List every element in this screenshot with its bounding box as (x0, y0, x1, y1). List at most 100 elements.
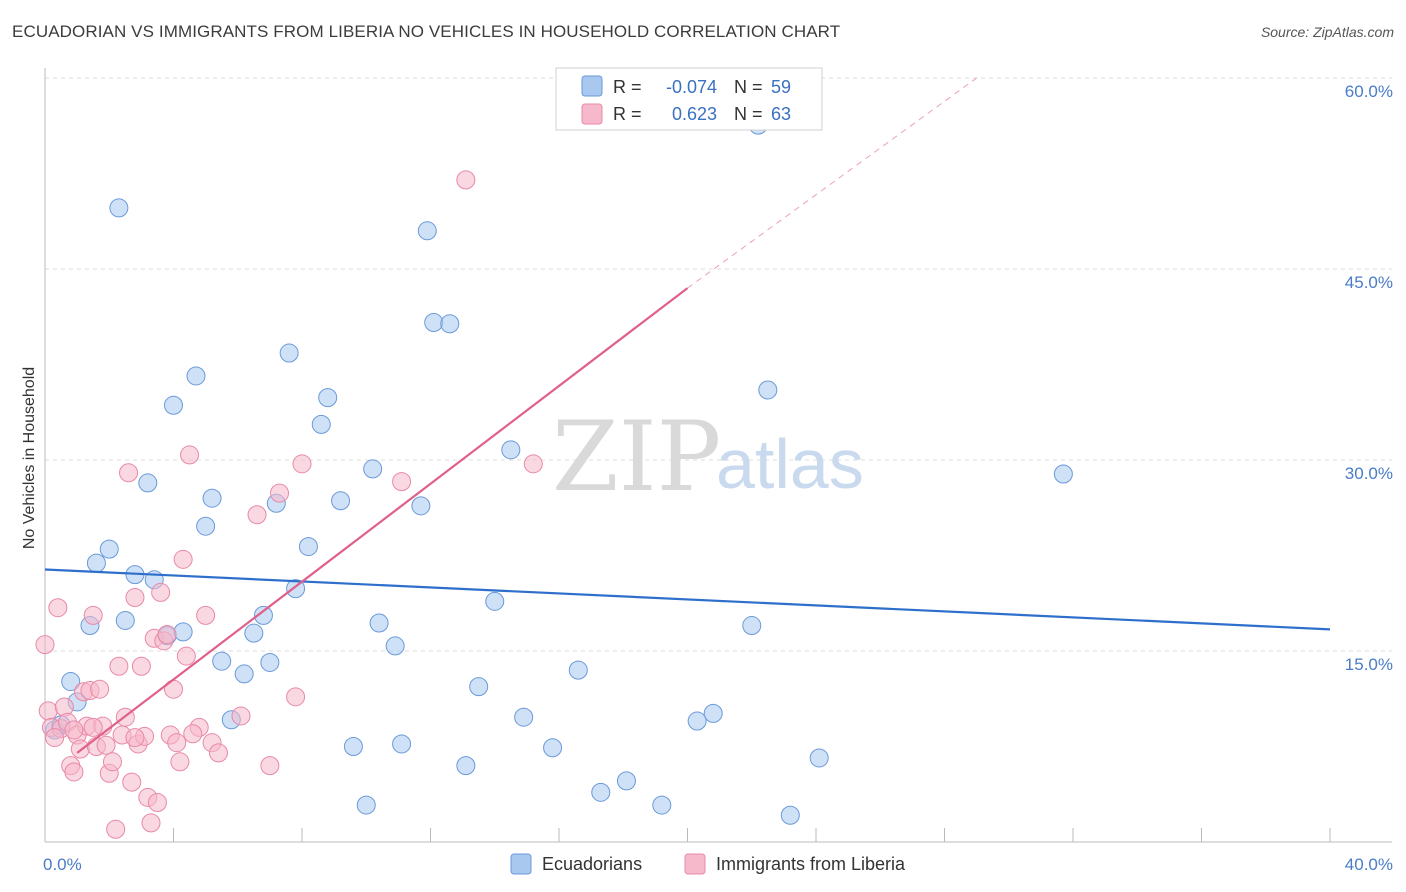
liberia-point-40 (167, 733, 187, 753)
liberia-point-56 (456, 170, 476, 190)
ecuadorian-point-6 (99, 539, 119, 559)
watermark-zip: ZIP (552, 401, 721, 513)
y-axis-label: No Vehicles in Household (21, 367, 38, 549)
ecuadorian-point-25 (279, 343, 299, 363)
liberia-point-57 (523, 454, 543, 474)
liberia-point-41 (170, 752, 190, 772)
ecuadorian-point-57 (809, 748, 829, 768)
ecuadorian-point-44 (501, 440, 521, 460)
legend-r-label-2: R = (613, 104, 642, 124)
legend-n-value-2: 63 (771, 104, 791, 124)
ecuadorian-point-45 (514, 707, 534, 727)
liberia-point-43 (176, 646, 196, 666)
ecuadorian-point-5 (86, 553, 106, 573)
liberia-point-55 (392, 472, 412, 492)
ecuadorian-point-42 (469, 677, 489, 697)
ecuadorian-point-43 (485, 591, 505, 611)
bottom-legend-swatch-ecuadorians (510, 853, 532, 875)
ecuadorian-point-41 (456, 756, 476, 776)
x-axis-ticks (44, 828, 1331, 842)
liberia-point-58 (45, 728, 65, 748)
liberia-point-59 (64, 720, 84, 740)
liberia-trend-extension (687, 77, 977, 289)
x-tick-label-max: 40.0% (1345, 855, 1393, 874)
chart-title: ECUADORIAN VS IMMIGRANTS FROM LIBERIA NO… (12, 22, 841, 41)
liberia-point-20 (102, 752, 122, 772)
ecuadorian-point-14 (173, 622, 193, 642)
ecuadorian-point-58 (1053, 464, 1073, 484)
ecuadorian-point-15 (186, 366, 206, 386)
ecuadorian-point-31 (343, 737, 363, 756)
liberia-point-44 (180, 445, 200, 465)
ecuadorian-point-37 (411, 496, 431, 516)
liberia-point-37 (157, 624, 177, 644)
bottom-legend-label-liberia: Immigrants from Liberia (716, 854, 906, 874)
ecuadorian-point-39 (424, 312, 444, 332)
ecuadorian-point-28 (311, 414, 331, 434)
legend-swatch-liberia (581, 103, 603, 125)
legend-n-label-1: N = (734, 77, 763, 97)
liberia-point-3 (48, 598, 68, 618)
ecuadorian-point-29 (318, 388, 338, 408)
legend-r-label-1: R = (613, 77, 642, 97)
ecuadorian-trend-line (44, 568, 1331, 631)
liberia-point-14 (83, 605, 103, 625)
liberia-point-27 (125, 588, 145, 608)
ecuadorian-point-27 (298, 537, 318, 557)
liberia-point-0 (35, 635, 55, 655)
y-tick-label-45: 45.0% (1345, 273, 1393, 292)
ecuadorian-point-34 (369, 613, 389, 633)
ecuadorian-point-23 (260, 652, 280, 672)
bottom-legend: Ecuadorians Immigrants from Liberia (510, 853, 906, 875)
ecuadorian-point-10 (138, 473, 158, 493)
liberia-point-16 (90, 679, 110, 699)
ecuadorian-point-52 (703, 703, 723, 723)
ecuadorian-point-40 (440, 314, 460, 334)
ecuadorian-point-53 (742, 616, 762, 636)
liberia-point-46 (196, 605, 216, 625)
legend-swatch-ecuadorians (581, 75, 603, 97)
liberia-point-50 (247, 505, 267, 525)
liberia-point-61 (125, 728, 145, 748)
legend-box: R = -0.074 N = 59 R = 0.623 N = 63 (555, 67, 823, 131)
ecuadorian-point-51 (687, 711, 707, 731)
ecuadorian-point-36 (392, 734, 412, 754)
ecuadorian-point-35 (385, 636, 405, 656)
liberia-point-22 (109, 656, 129, 676)
liberia-point-1 (38, 701, 58, 721)
trend-lines (44, 77, 1331, 754)
y-tick-label-60: 60.0% (1345, 82, 1393, 101)
ecuadorian-point-13 (164, 395, 183, 415)
ecuadorian-point-22 (253, 605, 273, 625)
liberia-point-52 (270, 483, 290, 503)
ecuadorian-point-21 (244, 623, 264, 643)
y-tick-label-15: 15.0% (1345, 655, 1393, 674)
liberia-point-32 (141, 813, 161, 833)
liberia-point-34 (147, 793, 167, 813)
legend-r-value-2: 0.623 (672, 104, 717, 124)
ecuadorian-point-46 (543, 738, 563, 758)
bottom-legend-label-ecuadorians: Ecuadorians (542, 854, 642, 874)
liberia-trend-line (76, 287, 689, 754)
ecuadorian-point-47 (568, 660, 588, 680)
y-tick-label-30: 30.0% (1345, 464, 1393, 483)
ecuadorian-point-2 (61, 672, 81, 692)
y-tick-labels: 15.0% 30.0% 45.0% 60.0% (1345, 82, 1393, 674)
liberia-point-42 (173, 549, 193, 569)
bottom-legend-swatch-liberia (684, 853, 706, 875)
x-tick-label-min: 0.0% (43, 855, 82, 874)
ecuadorian-point-7 (109, 198, 129, 218)
liberia-point-18 (96, 735, 116, 755)
watermark-atlas: atlas (716, 425, 864, 503)
liberia-point-35 (151, 582, 171, 602)
ecuadorian-point-30 (331, 491, 351, 511)
ecuadorian-point-56 (780, 805, 800, 825)
liberia-point-62 (183, 724, 203, 744)
ecuadorian-point-33 (363, 459, 383, 479)
ecuadorian-point-50 (652, 795, 672, 815)
liberia-point-8 (64, 762, 84, 782)
liberia-point-26 (122, 772, 142, 792)
ecuadorian-point-38 (417, 221, 437, 241)
ecuadorian-point-8 (115, 610, 135, 630)
